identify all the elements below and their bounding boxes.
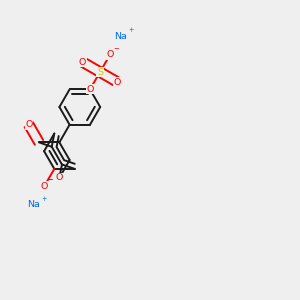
Text: O: O bbox=[106, 50, 114, 59]
Text: O: O bbox=[114, 77, 121, 86]
Text: Na: Na bbox=[27, 200, 40, 209]
Text: S: S bbox=[97, 68, 103, 76]
Text: Na: Na bbox=[114, 32, 127, 40]
Text: O: O bbox=[79, 58, 86, 67]
Text: +: + bbox=[41, 196, 47, 202]
Text: −: − bbox=[113, 46, 119, 52]
Text: O: O bbox=[86, 85, 94, 94]
Text: O: O bbox=[40, 182, 48, 191]
Text: +: + bbox=[129, 27, 134, 33]
Text: −: − bbox=[48, 177, 53, 183]
Text: O: O bbox=[56, 173, 63, 182]
Text: O: O bbox=[25, 120, 32, 129]
